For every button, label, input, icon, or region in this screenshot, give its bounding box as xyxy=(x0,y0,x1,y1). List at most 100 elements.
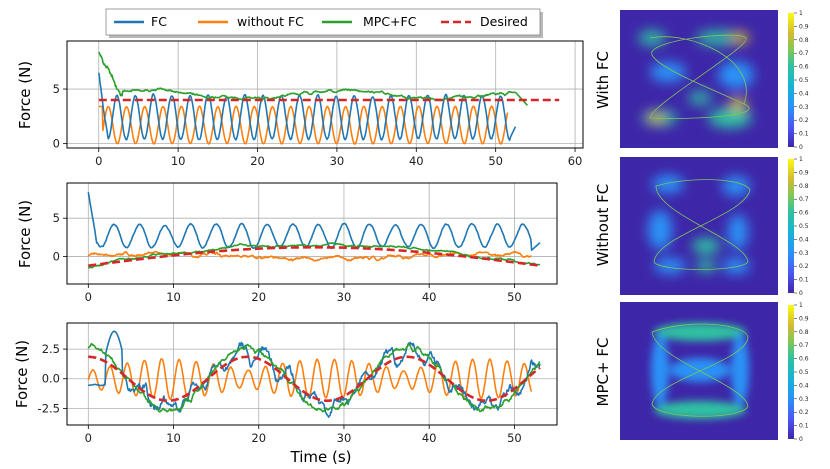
colorbar-tick-label: 1 xyxy=(799,10,803,17)
x-tick-label: 10 xyxy=(171,154,186,168)
subplot-2-series xyxy=(87,192,541,269)
subplot-2-frame xyxy=(66,182,558,285)
x-tick-label: 0 xyxy=(85,431,92,445)
colorbar-tick-label: 0.6 xyxy=(799,356,809,363)
series-mpc-fc xyxy=(87,342,541,413)
x-tick-label: 50 xyxy=(507,290,522,304)
heatmap-1-colorbar xyxy=(788,13,794,147)
subplot-1-series xyxy=(98,51,560,145)
x-tick-label: 40 xyxy=(409,154,424,168)
y-tick-label: 0 xyxy=(53,137,60,151)
heatmap-1-label: With FC xyxy=(594,51,612,109)
colorbar-tick-label: 0 xyxy=(799,436,803,443)
series-desired xyxy=(87,246,541,267)
y-tick-label: 2.5 xyxy=(42,342,60,356)
colorbar-tick-label: 0.1 xyxy=(799,131,809,138)
heatmap-3-label: MPC+ FC xyxy=(594,338,612,407)
y-tick-label: 5 xyxy=(53,82,60,96)
heatmap-2-label: Without FC xyxy=(594,184,612,267)
colorbar-tick-label: 0.4 xyxy=(799,236,809,243)
colorbar-tick-label: 0 xyxy=(799,290,803,297)
colorbar-tick-label: 0.1 xyxy=(799,423,809,430)
legend-label-mpc-fc: MPC+FC xyxy=(363,14,417,29)
colorbar-tick-label: 0.6 xyxy=(799,64,809,71)
y-tick-label: -2.5 xyxy=(38,401,60,415)
subplot-1-ylabel: Force (N) xyxy=(16,61,34,129)
subplot-3: 0 10 20 30 40 50 -2.5 0.0 2.5 Force (N) xyxy=(13,322,558,445)
x-tick-label: 30 xyxy=(330,154,345,168)
colorbar-tick-label: 0.5 xyxy=(799,223,809,230)
heatmap-1: 0 0.1 0.2 0.3 0.4 0.5 0.6 0.7 0.8 0.9 1 With FC xyxy=(594,10,809,151)
legend-label-desired: Desired xyxy=(480,14,528,29)
x-tick-label: 40 xyxy=(422,290,437,304)
subplot-1-grid xyxy=(67,41,583,148)
colorbar-tick-label: 0.4 xyxy=(799,382,809,389)
colorbar-tick-label: 0.3 xyxy=(799,250,809,257)
x-tick-label: 10 xyxy=(166,431,181,445)
x-tick-label: 10 xyxy=(166,290,181,304)
colorbar-tick-label: 0.9 xyxy=(799,169,809,176)
heatmap-1-density xyxy=(638,30,754,128)
x-tick-label: 50 xyxy=(488,154,503,168)
colorbar-tick-label: 1 xyxy=(799,156,803,163)
series-fc xyxy=(88,330,541,418)
y-tick-label: 0 xyxy=(53,249,60,263)
x-tick-label: 30 xyxy=(337,431,352,445)
colorbar-tick-label: 0.7 xyxy=(799,342,809,349)
subplot-1: 0 10 20 30 40 50 60 0 5 Force (N) xyxy=(16,40,584,168)
colorbar-tick-label: 0.3 xyxy=(799,396,809,403)
colorbar-tick-label: 0.8 xyxy=(799,183,809,190)
x-tick-label: 30 xyxy=(337,290,352,304)
x-tick-label: 20 xyxy=(250,154,265,168)
subplot-2: 0 10 20 30 40 50 0 5 Force (N) xyxy=(16,182,558,304)
colorbar-tick-label: 0.7 xyxy=(799,50,809,57)
subplot-2-ylabel: Force (N) xyxy=(16,200,34,268)
x-axis-label: Time (s) xyxy=(290,448,352,466)
heatmap-3-colorbar-ticks: 0 0.1 0.2 0.3 0.4 0.5 0.6 0.7 0.8 0.9 1 xyxy=(794,302,809,443)
colorbar-tick-label: 0.5 xyxy=(799,369,809,376)
legend-label-fc: FC xyxy=(151,14,167,29)
x-tick-label: 50 xyxy=(507,431,522,445)
colorbar-tick-label: 0.9 xyxy=(799,23,809,30)
x-tick-label: 20 xyxy=(251,290,266,304)
subplot-1-frame xyxy=(66,40,584,149)
colorbar-tick-label: 0.3 xyxy=(799,104,809,111)
y-tick-label: 0.0 xyxy=(42,372,60,386)
y-tick-label: 5 xyxy=(53,211,60,225)
x-tick-label: 40 xyxy=(422,431,437,445)
heatmap-2-background xyxy=(620,157,778,295)
x-tick-label: 20 xyxy=(251,431,266,445)
subplot-3-ylabel: Force (N) xyxy=(13,340,31,408)
colorbar-tick-label: 0.9 xyxy=(799,315,809,322)
subplot-1-ticks: 0 10 20 30 40 50 60 0 5 xyxy=(53,82,583,168)
colorbar-tick-label: 0.2 xyxy=(799,117,809,124)
subplot-3-ticks: 0 10 20 30 40 50 -2.5 0.0 2.5 xyxy=(38,342,522,445)
heatmap-2-density xyxy=(648,175,750,274)
x-tick-label: 0 xyxy=(95,154,102,168)
colorbar-tick-label: 0.7 xyxy=(799,196,809,203)
heatmap-1-background xyxy=(620,10,778,148)
x-tick-label: 0 xyxy=(85,290,92,304)
colorbar-tick-label: 0.2 xyxy=(799,263,809,270)
heatmap-3: 0 0.1 0.2 0.3 0.4 0.5 0.6 0.7 0.8 0.9 1 MPC+ FC xyxy=(594,302,809,443)
heatmap-3-colorbar xyxy=(788,305,794,439)
heatmap-2: 0 0.1 0.2 0.3 0.4 0.5 0.6 0.7 0.8 0.9 1 Without FC xyxy=(594,156,809,297)
colorbar-tick-label: 0 xyxy=(799,144,803,151)
colorbar-tick-label: 0.4 xyxy=(799,90,809,97)
series-mpc-fc xyxy=(88,242,541,269)
colorbar-tick-label: 1 xyxy=(799,302,803,309)
heatmap-2-trajectory xyxy=(653,179,751,270)
series-mpc-fc xyxy=(98,51,529,106)
colorbar-tick-label: 0.8 xyxy=(799,329,809,336)
heatmap-3-trajectory xyxy=(651,323,749,417)
heatmap-2-colorbar xyxy=(788,159,794,293)
colorbar-tick-label: 0.5 xyxy=(799,77,809,84)
series-fc xyxy=(98,72,517,141)
subplot-2-grid xyxy=(67,183,557,284)
colorbar-tick-label: 0.6 xyxy=(799,210,809,217)
legend-label-without-fc: without FC xyxy=(237,14,304,29)
colorbar-tick-label: 0.8 xyxy=(799,37,809,44)
subplot-2-ticks: 0 10 20 30 40 50 0 5 xyxy=(53,211,522,304)
subplot-3-series xyxy=(87,330,541,418)
